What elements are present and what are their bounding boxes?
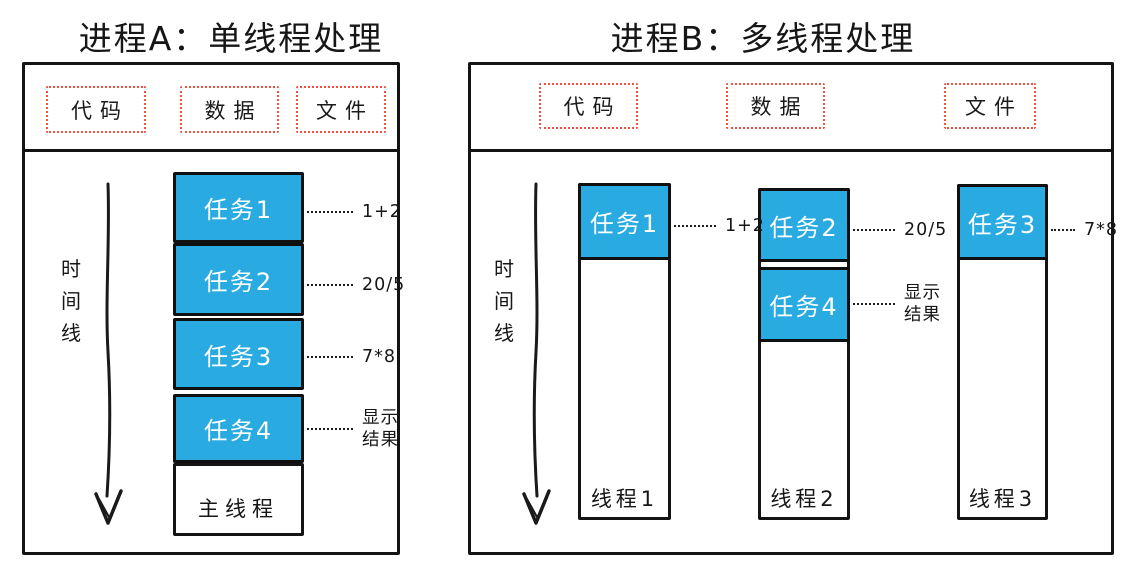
resource-label: 文件 — [965, 95, 1023, 119]
resource-box-file-a: 文件 — [296, 86, 386, 133]
resource-label: 文件 — [316, 98, 374, 123]
annotation-text: 7*8 — [362, 347, 397, 367]
dotted-leader-line — [853, 303, 895, 305]
resource-label: 代码 — [71, 98, 129, 123]
thread-name-label: 线程1 — [590, 487, 659, 511]
task-box-3: 任务3 — [173, 318, 304, 390]
panel-b-resource-strip — [471, 65, 1111, 152]
annotation-task3-b: 7*8 — [1051, 219, 1118, 241]
annotation-task4-a: 显示 结果 — [307, 407, 399, 451]
thread-name-label: 线程3 — [968, 487, 1037, 511]
task-box-4: 任务4 — [758, 267, 850, 342]
resource-box-data-a: 数据 — [180, 86, 279, 133]
panel-a-title: 进程A：单线程处理 — [78, 19, 384, 58]
resource-label: 数据 — [204, 98, 263, 123]
thread-column-3: 任务3 线程3 — [957, 184, 1048, 520]
task-box-2: 任务2 — [758, 188, 850, 262]
annotation-task1-b: 1+2 — [674, 215, 765, 237]
task-box-2: 任务2 — [173, 243, 304, 316]
annotation-text: 7*8 — [1084, 220, 1119, 240]
dotted-leader-line — [1051, 229, 1075, 231]
resource-box-data-b: 数据 — [726, 83, 825, 129]
annotation-task2-a: 20/5 — [307, 274, 405, 296]
dotted-leader-line — [307, 356, 353, 358]
task-box-3: 任务3 — [957, 184, 1048, 260]
annotation-task1-a: 1+2 — [307, 201, 402, 223]
resource-box-code-b: 代码 — [539, 83, 638, 129]
timeline-arrow-icon-a — [94, 182, 123, 525]
annotation-text: 1+2 — [362, 202, 402, 222]
timeline-arrow-icon-b — [522, 182, 551, 525]
dotted-leader-line — [307, 211, 353, 213]
panel-b-title: 进程B：多线程处理 — [610, 19, 916, 58]
dotted-leader-line — [307, 284, 353, 286]
annotation-text: 20/5 — [362, 275, 406, 295]
resource-label: 数据 — [750, 95, 809, 119]
timeline-label-a: 时 间 线 — [61, 257, 81, 345]
resource-label: 代码 — [563, 95, 622, 119]
thread-column-2: 任务2 任务4 线程2 — [758, 188, 850, 520]
dotted-leader-line — [307, 428, 353, 430]
main-thread-box: 主线程 — [173, 463, 304, 536]
annotation-task3-a: 7*8 — [307, 346, 396, 368]
thread-name-label: 线程2 — [770, 487, 838, 511]
timeline-label-b: 时 间 线 — [494, 257, 514, 345]
annotation-text: 显示 结果 — [904, 283, 941, 325]
resource-box-code-a: 代码 — [46, 86, 146, 133]
annotation-text: 20/5 — [904, 220, 948, 240]
annotation-task4-b: 显示 结果 — [853, 282, 941, 326]
task-stack-a: 任务1 任务2 任务3 任务4 主线程 — [173, 172, 304, 536]
panel-a-resource-strip — [25, 65, 397, 152]
task-box-1: 任务1 — [578, 183, 671, 260]
task-box-1: 任务1 — [173, 172, 304, 243]
annotation-task2-b: 20/5 — [853, 219, 947, 241]
annotation-text: 1+2 — [725, 216, 765, 236]
resource-box-file-b: 文件 — [944, 83, 1036, 129]
dotted-leader-line — [674, 225, 716, 227]
thread-column-1: 任务1 线程1 — [578, 183, 671, 520]
task-box-4: 任务4 — [173, 394, 304, 463]
annotation-text: 显示 结果 — [362, 408, 399, 450]
dotted-leader-line — [853, 229, 895, 231]
